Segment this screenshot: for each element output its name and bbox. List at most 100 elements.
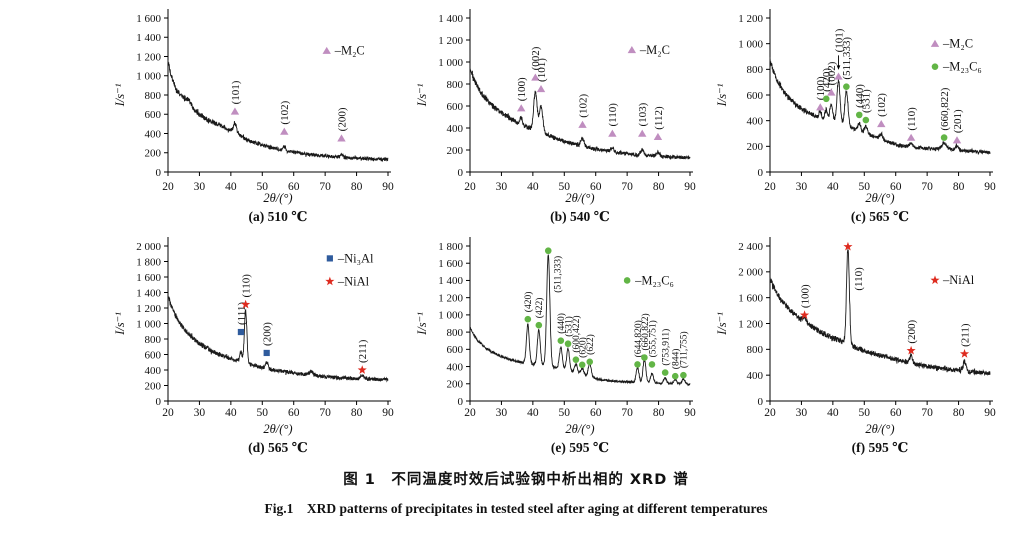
y-tick-label: 600	[145, 349, 162, 361]
peak-marker-square-icon	[237, 328, 245, 336]
y-tick-label: 0	[156, 167, 162, 179]
y-tick-label: 400	[145, 365, 162, 377]
y-tick-label: 400	[747, 370, 764, 382]
peak-label: (440)	[854, 84, 866, 108]
x-tick-label: 90	[382, 407, 394, 419]
y-axis-title: I/s⁻¹	[415, 312, 429, 336]
legend-marker-star-icon	[325, 276, 335, 286]
peak-label: (100)	[516, 77, 528, 101]
y-tick-label: 800	[145, 90, 162, 102]
y-tick-label: 400	[447, 361, 464, 373]
peak-marker-circle-icon	[557, 337, 565, 345]
x-tick-label: 80	[953, 181, 965, 193]
peak-label: (110)	[607, 103, 619, 127]
x-tick-label: 30	[496, 407, 508, 419]
y-tick-label: 1 600	[438, 258, 463, 270]
peak-marker-circle-icon	[572, 356, 580, 363]
x-tick-label: 60	[590, 407, 602, 419]
peak-marker-triangle-icon	[653, 132, 663, 140]
peak-label: (100)	[815, 76, 827, 100]
x-tick-label: 50	[257, 407, 269, 419]
peak-label: (002)	[530, 46, 542, 70]
peak-marker-triangle-icon	[337, 134, 346, 142]
y-tick-label: 1 400	[438, 13, 463, 25]
peak-marker-triangle-icon	[834, 72, 843, 80]
peak-marker-triangle-icon	[906, 133, 916, 141]
x-tick-label: 70	[319, 181, 331, 193]
xrd-curve	[167, 296, 389, 383]
y-tick-label: 0	[758, 167, 764, 179]
legend-label: –M₂C	[334, 44, 365, 58]
subplot-caption: (f) 595 ℃	[852, 440, 909, 455]
x-tick-label: 20	[764, 407, 776, 419]
y-tick-label: 400	[447, 123, 464, 135]
x-tick-label: 40	[225, 181, 237, 193]
y-tick-label: 1 000	[438, 310, 463, 322]
y-tick-label: 2 000	[136, 241, 161, 253]
y-tick-label: 800	[145, 334, 162, 346]
y-tick-label: 0	[758, 396, 764, 408]
axes-frame	[167, 9, 391, 173]
peak-label: (644,820)	[633, 320, 644, 357]
x-tick-label: 30	[496, 181, 508, 193]
y-tick-label: 1 800	[438, 241, 463, 253]
x-tick-label: 90	[684, 181, 696, 193]
peak-marker-circle-icon	[671, 372, 679, 380]
x-tick-label: 50	[559, 407, 571, 419]
peak-label: (102)	[279, 100, 291, 124]
xrd-curve	[469, 67, 691, 160]
subplot-f: 0 400 800 1 200 1 600 2 000 2 400 20 30 40 50 60 70 8…	[715, 237, 996, 455]
x-tick-label: 20	[464, 407, 476, 419]
y-axis-title: I/s⁻¹	[415, 83, 429, 107]
y-tick-label: 800	[747, 64, 764, 76]
x-tick-label: 70	[621, 407, 633, 419]
peak-marker-triangle-icon	[578, 120, 587, 128]
legend: –NiAl	[930, 273, 975, 287]
y-tick-label: 200	[747, 141, 764, 153]
x-tick-label: 50	[257, 181, 269, 193]
legend: –M₂₃C₆	[623, 273, 674, 287]
peak-marker-circle-icon	[641, 354, 648, 361]
peak-marker-triangle-icon	[816, 103, 825, 111]
peak-marker-star-icon	[906, 345, 916, 355]
peak-marker-circle-icon	[822, 95, 830, 103]
y-tick-label: 1 600	[136, 272, 161, 284]
y-tick-label: 200	[447, 379, 464, 391]
x-tick-label: 70	[319, 407, 331, 419]
peak-label: (100)	[799, 284, 811, 308]
legend-marker-triangle-icon	[627, 46, 637, 54]
y-tick-label: 200	[145, 148, 162, 160]
peak-marker-circle-icon	[586, 358, 594, 366]
legend-label: –NiAl	[942, 273, 975, 287]
peak-marker-star-icon	[959, 349, 970, 358]
x-tick-label: 50	[859, 407, 871, 419]
peak-marker-triangle-icon	[638, 129, 647, 137]
x-tick-label: 80	[953, 407, 965, 419]
legend-label: –NiAl	[337, 274, 370, 288]
peak-label: (531)	[861, 89, 873, 113]
y-tick-label: 1 400	[136, 287, 161, 299]
subplot-d: 0 200 400 600 800 1 000 1 200 1 400 1 600 1 800 2 …	[113, 237, 394, 455]
y-axis-title: I/s⁻¹	[113, 312, 127, 336]
legend-label: –M₂₃C₆	[634, 273, 674, 287]
legend-label: –Ni₃Al	[337, 251, 374, 265]
legend: –M₂C –M₂₃C₆	[930, 37, 982, 74]
legend-marker-circle-icon	[623, 277, 631, 284]
x-tick-label: 60	[890, 181, 902, 193]
subplot-a: 0 200 400 600 800 1 000 1 200 1 400 1 600 20 30 40 5…	[113, 9, 394, 224]
y-tick-label: 1 000	[136, 71, 161, 83]
peak-marker-triangle-icon	[517, 104, 526, 112]
peak-label: (101)	[230, 80, 242, 104]
x-tick-label: 50	[859, 181, 871, 193]
legend: –M₂C	[627, 43, 670, 57]
peak-label: (753,911)	[660, 329, 671, 366]
peak-label: (440)	[556, 313, 567, 334]
peak-label: (555,751)	[647, 320, 658, 357]
x-tick-label: 60	[288, 407, 300, 419]
y-tick-label: 1 000	[136, 318, 161, 330]
peak-marker-circle-icon	[940, 134, 948, 141]
peak-label: (211)	[357, 339, 369, 363]
peak-marker-circle-icon	[680, 371, 687, 379]
peak-marker-triangle-icon	[608, 129, 617, 137]
peak-label: (200)	[336, 107, 348, 131]
